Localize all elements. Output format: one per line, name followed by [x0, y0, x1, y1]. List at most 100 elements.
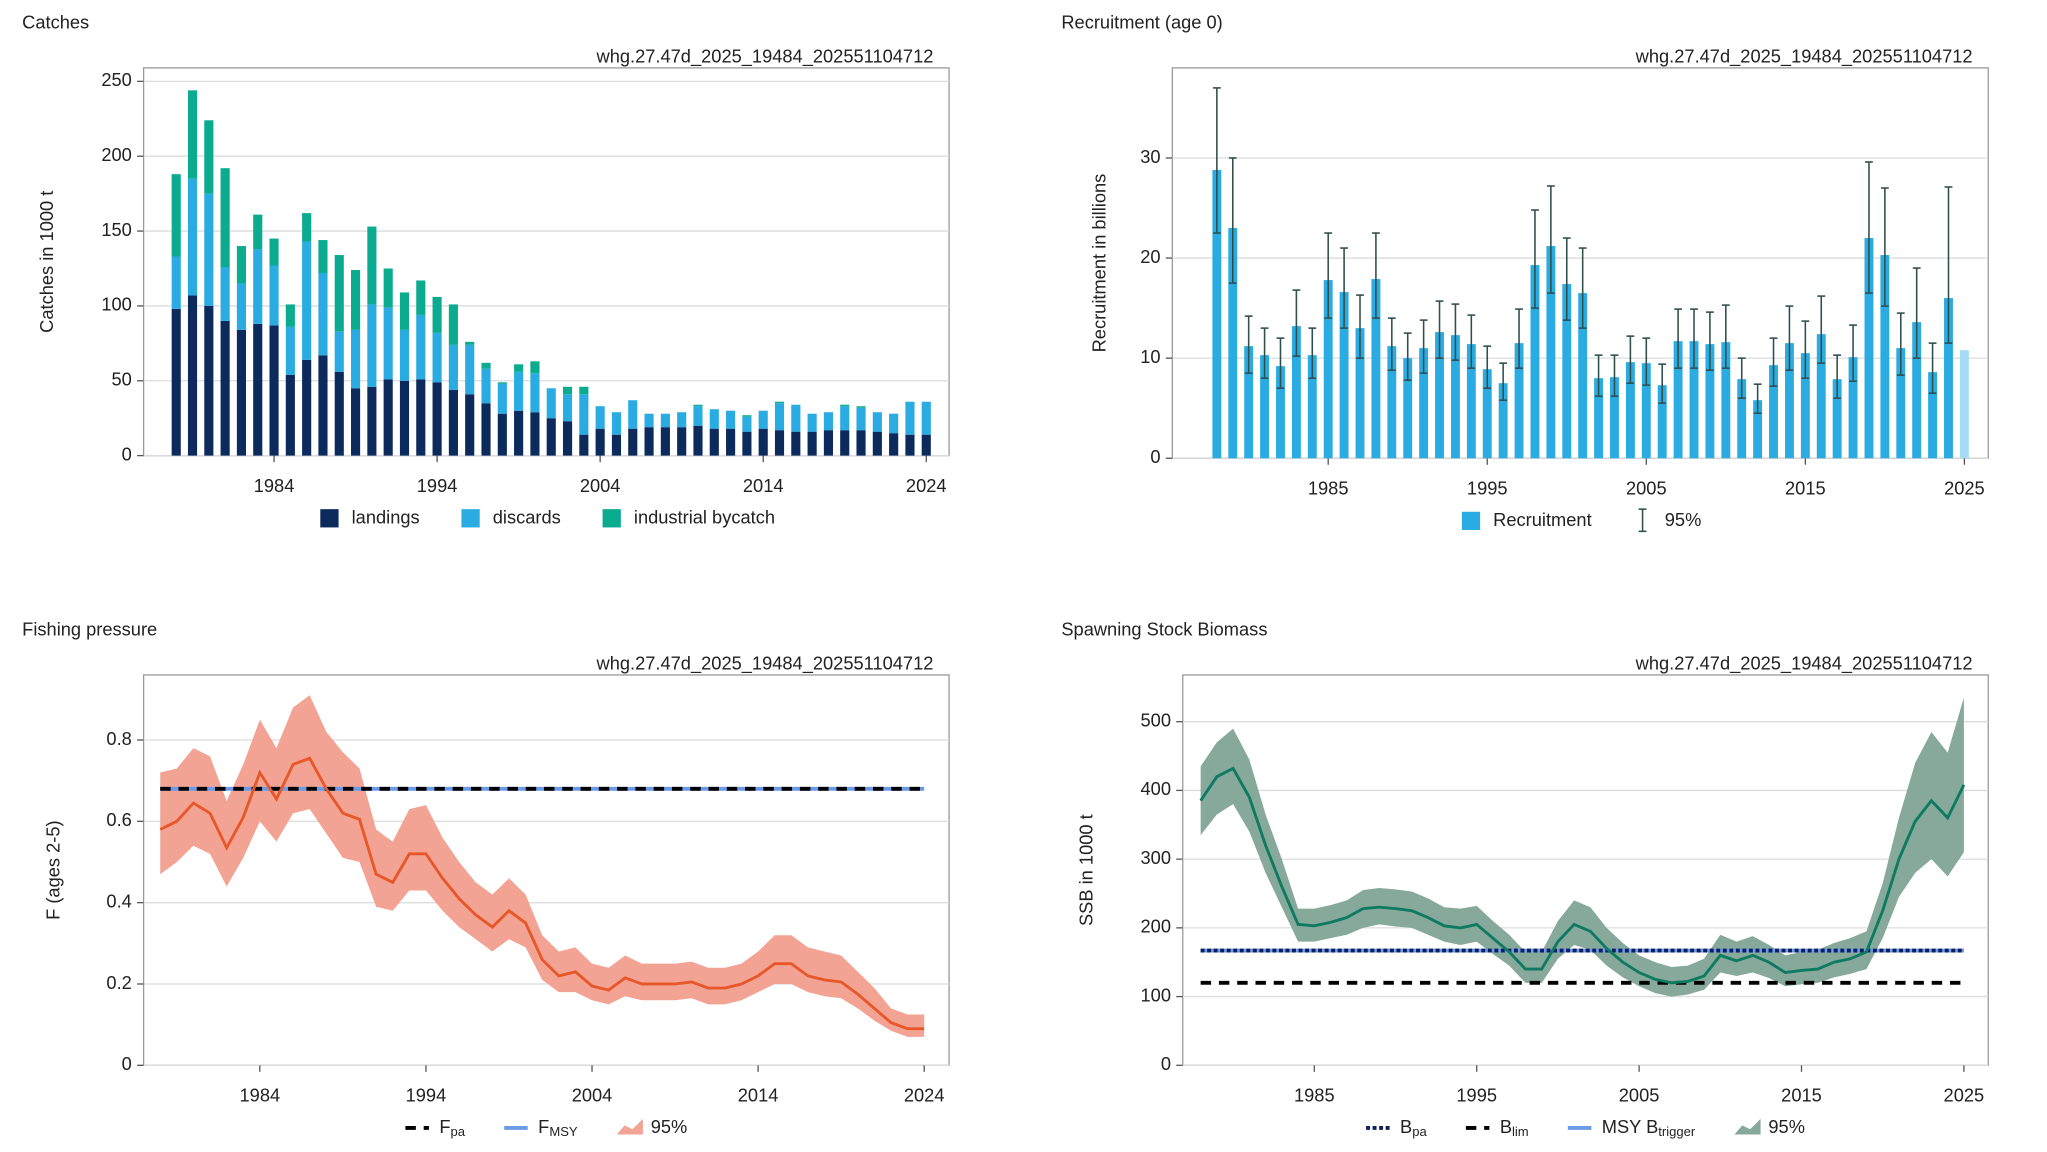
bar	[465, 344, 475, 395]
x-tick-label: 2025	[1944, 477, 1985, 498]
error-bar	[1690, 308, 1698, 369]
bar	[840, 406, 850, 431]
bar	[791, 431, 801, 456]
y-tick-label: 0	[1150, 446, 1160, 467]
bar	[1816, 334, 1826, 459]
bar	[1244, 346, 1254, 459]
x-tick-label: 2014	[738, 1084, 779, 1105]
legend-item: 95%	[1734, 1116, 1805, 1137]
bar	[465, 341, 475, 345]
x-tick-label: 2024	[904, 1084, 945, 1105]
x-tick-label: 1985	[1294, 1084, 1335, 1105]
bar	[448, 389, 458, 456]
bar	[367, 304, 377, 387]
bar	[905, 401, 915, 435]
bar	[1784, 343, 1794, 459]
chart-title: Fishing pressure	[22, 618, 157, 639]
bar	[1610, 377, 1619, 459]
y-tick-label: 0	[122, 1053, 132, 1074]
bar	[383, 268, 393, 308]
bar	[628, 428, 638, 456]
y-tick-label: 250	[101, 69, 131, 90]
bar	[1323, 280, 1333, 459]
bar	[530, 373, 540, 413]
legend: Recruitment 95%	[1461, 508, 1701, 533]
bar	[921, 434, 931, 456]
legend-item: MSY Btrigger	[1567, 1116, 1696, 1140]
bar	[318, 355, 328, 456]
legend-item: 95%	[616, 1116, 688, 1137]
bar	[546, 388, 556, 419]
bar	[579, 386, 589, 395]
bar	[1482, 369, 1492, 459]
bar	[611, 412, 622, 435]
legend-item: industrial bycatch	[602, 506, 775, 528]
y-tick-label: 0	[122, 443, 132, 464]
legend-swatch	[616, 1118, 643, 1135]
bar	[1371, 279, 1381, 459]
bar	[204, 120, 214, 194]
y-tick-label: 100	[1141, 984, 1171, 1005]
bar	[791, 404, 801, 432]
y-tick-label: 10	[1140, 346, 1160, 367]
bar	[905, 434, 915, 456]
error-bar	[1546, 185, 1555, 294]
legend-label: Bpa	[1400, 1116, 1427, 1140]
error-bar	[1944, 186, 1953, 344]
bar	[367, 386, 377, 456]
bar	[1260, 355, 1270, 459]
bar	[318, 272, 328, 356]
bar	[399, 380, 410, 456]
bar	[465, 394, 475, 456]
x-tick-label: 1984	[254, 475, 295, 496]
bar	[530, 412, 540, 456]
bar	[1530, 265, 1540, 459]
bar	[432, 296, 442, 333]
error-bar	[1403, 332, 1412, 381]
bar	[742, 416, 752, 432]
source-label: whg.27.47d_2025_19484_202551104712	[596, 652, 934, 674]
bar	[1832, 379, 1842, 459]
bar	[1928, 372, 1938, 459]
legend-label: 95%	[651, 1116, 688, 1137]
bar	[1800, 353, 1810, 459]
plot-area	[1182, 674, 1989, 1066]
x-tick-label: 2004	[572, 1084, 613, 1105]
chart-title: Recruitment (age 0)	[1061, 11, 1222, 32]
bar	[595, 406, 605, 429]
confidence-band	[1200, 697, 1964, 997]
legend-text: Recruitment	[1493, 509, 1591, 530]
bar	[726, 410, 736, 429]
bar	[318, 240, 328, 273]
x-tick-label: 2004	[580, 475, 621, 496]
bar	[448, 344, 458, 390]
error-bar	[1610, 354, 1619, 397]
error-bar	[1435, 300, 1444, 359]
bar	[302, 213, 312, 242]
legend-swatch	[1734, 1118, 1761, 1135]
source-label: whg.27.47d_2025_19484_202551104712	[596, 45, 934, 67]
legend-label: 95%	[1768, 1116, 1805, 1137]
bar	[1466, 344, 1476, 459]
bar	[1689, 341, 1699, 459]
legend: Bpa Blim MSY Btrigger 95%	[1366, 1116, 1805, 1140]
legend-label: MSY Btrigger	[1602, 1116, 1696, 1140]
legend-text: landings	[352, 506, 420, 527]
bar	[187, 90, 198, 179]
bar	[1721, 342, 1731, 459]
error-bar	[1769, 337, 1778, 387]
error-bar	[1292, 289, 1301, 357]
bar	[302, 359, 312, 456]
legend-item: landings	[320, 506, 420, 528]
error-bar	[1515, 308, 1523, 369]
x-tick-label: 1994	[406, 1084, 447, 1105]
x-tick-label: 2015	[1781, 1084, 1822, 1105]
bar	[774, 401, 785, 404]
bar	[481, 362, 491, 369]
bar	[351, 329, 361, 389]
error-bar	[1833, 354, 1842, 399]
error-bar	[1817, 295, 1826, 364]
bar	[579, 394, 589, 435]
legend-subscript: lim	[1512, 1125, 1529, 1140]
